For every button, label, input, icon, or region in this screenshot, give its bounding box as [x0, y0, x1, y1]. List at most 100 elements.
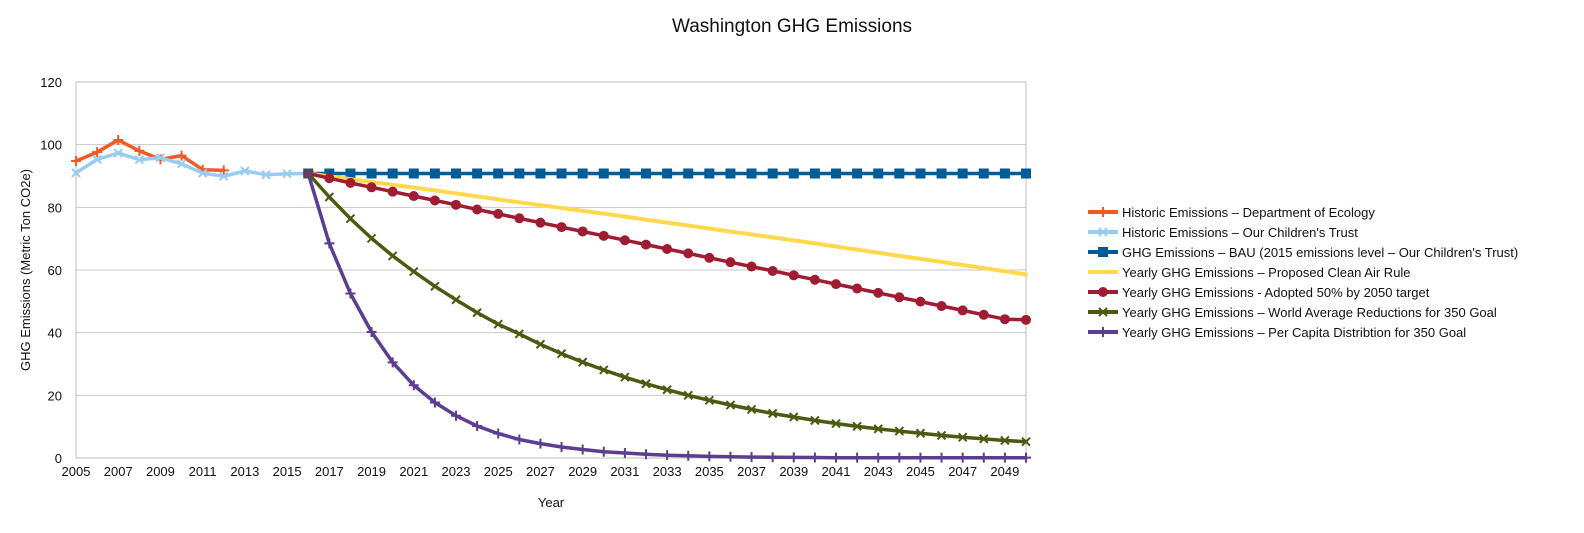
data-point: [409, 266, 419, 277]
data-point: [218, 165, 229, 176]
data-point: [767, 168, 778, 179]
chart-title: Washington GHG Emissions: [671, 16, 913, 37]
x-tick-label: 2033: [653, 464, 682, 479]
data-point: [1021, 314, 1031, 325]
data-point: [662, 168, 673, 179]
data-point: [915, 428, 926, 438]
data-point: [451, 295, 461, 305]
data-point: [915, 168, 926, 179]
data-point: [894, 426, 905, 436]
x-tick-label: 2043: [864, 464, 893, 479]
series-4: [306, 171, 1028, 277]
data-point: [430, 281, 440, 292]
series-1: [71, 134, 229, 176]
legend-swatch: [1088, 287, 1118, 297]
data-point: [683, 450, 694, 461]
x-tick-label: 2031: [610, 464, 639, 479]
data-point: [704, 168, 715, 179]
data-point: [113, 148, 123, 158]
legend-item: Yearly GHG Emissions – Per Capita Distri…: [1088, 322, 1518, 342]
data-point: [535, 217, 546, 228]
plot-frame: [75, 81, 1027, 459]
data-point: [113, 134, 124, 145]
data-point: [429, 195, 440, 206]
x-tick-label: 2011: [189, 464, 217, 479]
legend-label: Yearly GHG Emissions – World Average Red…: [1122, 304, 1497, 320]
data-point: [556, 222, 567, 233]
x-axis-title: Year: [538, 495, 565, 510]
data-point: [493, 428, 504, 439]
legend-item: Yearly GHG Emissions – World Average Red…: [1088, 302, 1518, 322]
data-point: [324, 238, 335, 249]
data-point: [429, 397, 440, 408]
data-point: [303, 168, 314, 179]
legend-label: Yearly GHG Emissions – Proposed Clean Ai…: [1122, 264, 1411, 280]
x-tick-label: 2021: [399, 464, 428, 479]
x-tick-label: 2047: [948, 464, 977, 479]
data-point: [831, 168, 841, 179]
data-point: [641, 168, 651, 179]
data-point: [873, 424, 883, 434]
legend-label: Historic Emissions – Our Children's Trus…: [1122, 224, 1358, 240]
x-tick-label: 2007: [104, 464, 133, 479]
data-point: [134, 154, 145, 165]
data-point: [535, 339, 546, 349]
data-point: [873, 452, 884, 463]
data-point: [979, 434, 989, 444]
series-5: [303, 168, 1031, 325]
data-point: [366, 233, 377, 244]
data-point: [577, 444, 588, 455]
data-point: [683, 390, 693, 401]
data-point: [619, 447, 630, 458]
legend-swatch: [1088, 247, 1118, 257]
data-point: [472, 204, 483, 215]
data-point: [387, 357, 398, 368]
data-point: [725, 257, 736, 268]
data-point: [408, 191, 419, 202]
x-tick-label: 2049: [990, 464, 1019, 479]
series-6: [303, 168, 1031, 447]
data-point: [366, 327, 377, 338]
data-point: [957, 432, 968, 443]
data-point: [1021, 168, 1031, 179]
data-point: [535, 438, 546, 449]
data-point: [894, 292, 905, 303]
data-point: [408, 168, 419, 179]
data-point: [345, 288, 356, 299]
data-point: [767, 265, 778, 276]
data-point: [429, 168, 440, 179]
legend-marker: [1098, 307, 1108, 317]
data-point: [197, 168, 208, 178]
data-point: [577, 357, 588, 367]
data-point: [746, 261, 757, 272]
x-tick-label: 2023: [442, 464, 471, 479]
data-point: [387, 251, 398, 261]
data-point: [831, 452, 841, 463]
data-point: [282, 169, 292, 179]
data-point: [978, 309, 989, 320]
legend-swatch: [1088, 270, 1118, 274]
data-point: [915, 296, 926, 307]
data-point: [598, 446, 609, 457]
data-point: [936, 301, 947, 312]
data-point: [92, 154, 102, 165]
data-point: [366, 168, 377, 179]
data-point: [556, 442, 567, 453]
x-tick-label: 2039: [779, 464, 808, 479]
data-point: [831, 418, 841, 429]
data-point: [788, 270, 799, 281]
data-point: [71, 168, 81, 178]
data-point: [809, 452, 820, 463]
data-point: [71, 155, 81, 166]
legend-swatch: [1088, 227, 1118, 237]
data-point: [873, 168, 884, 179]
data-point: [92, 147, 103, 158]
legend-marker: [1098, 227, 1108, 237]
data-point: [957, 168, 968, 179]
data-point: [725, 168, 736, 179]
x-tick-label: 2025: [484, 464, 513, 479]
legend-label: GHG Emissions – BAU (2015 emissions leve…: [1122, 244, 1519, 260]
data-point: [810, 415, 820, 426]
data-point: [852, 452, 863, 463]
data-point: [619, 168, 630, 179]
